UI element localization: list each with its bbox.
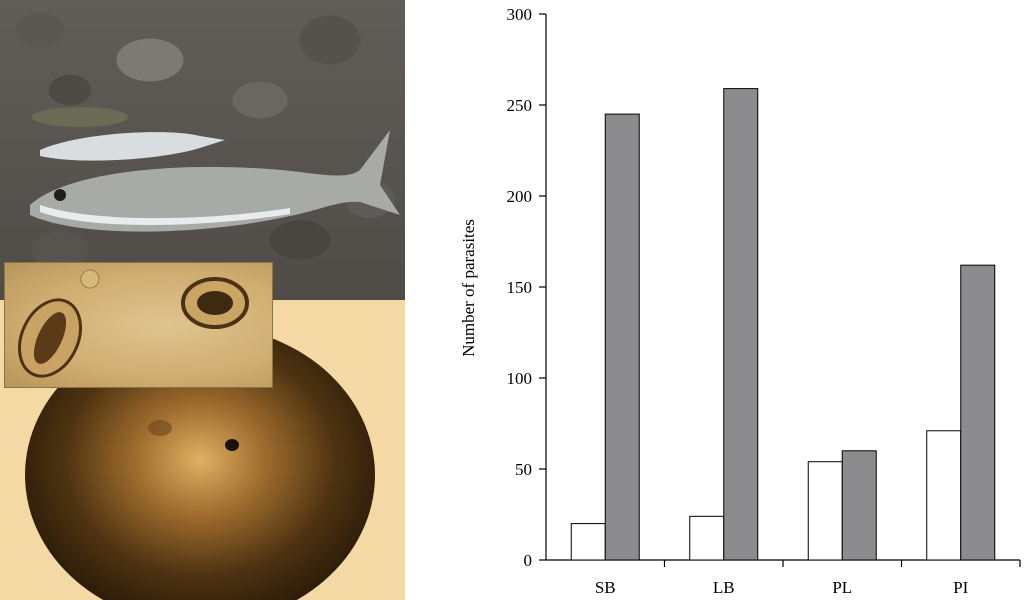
- bar: [960, 264, 996, 561]
- x-tick-label: SB: [595, 578, 616, 597]
- y-axis-label: Number of parasites: [459, 219, 478, 357]
- fish-illustration: [30, 107, 400, 232]
- bar: [723, 88, 759, 561]
- y-tick-label: 300: [507, 5, 533, 24]
- bar: [570, 523, 606, 561]
- bar: [604, 113, 640, 561]
- photo-composite: [0, 0, 405, 600]
- bar-chart: Number of parasites 0 50 100 150 200 250 300 SB…: [410, 0, 1026, 600]
- y-tick-label: 250: [507, 96, 533, 115]
- bar: [807, 461, 843, 561]
- y-tick-label: 100: [507, 369, 533, 388]
- y-tick-label: 0: [524, 551, 533, 570]
- x-tick-label: PI: [953, 578, 968, 597]
- bar: [926, 430, 962, 561]
- chart-canvas: Number of parasites 0 50 100 150 200 250 300 SB…: [459, 5, 1021, 597]
- y-tick-label: 150: [507, 278, 533, 297]
- x-tick-label: LB: [713, 578, 735, 597]
- fish-on-stones-photo: [0, 0, 405, 300]
- y-tick-label: 50: [515, 460, 532, 479]
- bar: [689, 515, 725, 561]
- x-tick-label: PL: [832, 578, 852, 597]
- y-tick-label: 200: [507, 187, 533, 206]
- bar: [841, 450, 877, 561]
- parasite-micrograph: [4, 262, 273, 388]
